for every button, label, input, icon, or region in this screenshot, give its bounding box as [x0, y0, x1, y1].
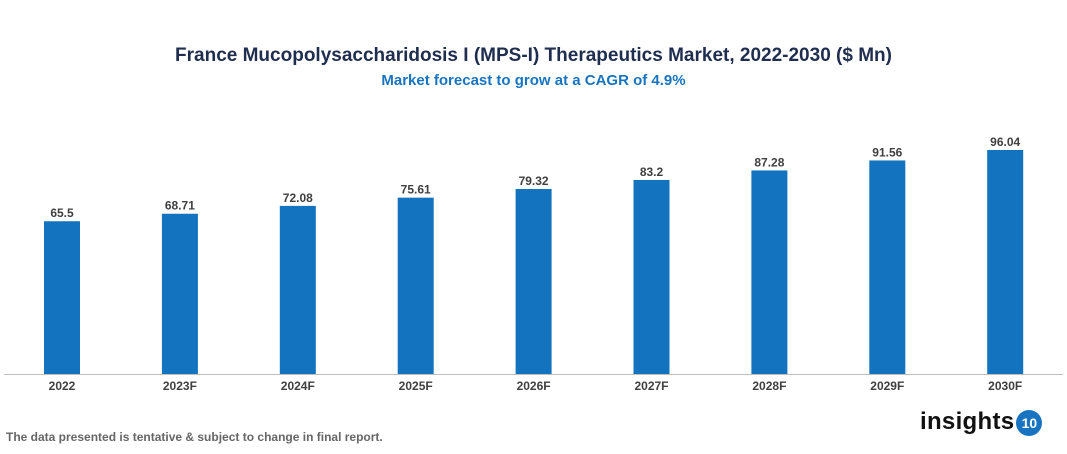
bar-2029F — [869, 160, 906, 374]
insights10-logo: insights 10 — [920, 407, 1043, 436]
x-tick-label: 2024F — [281, 379, 315, 393]
x-tick-label: 2030F — [988, 379, 1022, 393]
data-label: 96.04 — [990, 135, 1020, 149]
bar-2022 — [44, 221, 80, 374]
logo-badge: 10 — [1016, 410, 1043, 436]
chart-title: France Mucopolysaccharidosis I (MPS-I) T… — [175, 45, 892, 66]
x-tick-label: 2026F — [517, 379, 551, 393]
bar-2024F — [279, 205, 316, 374]
chart-subtitle: Market forecast to grow at a CAGR of 4.9… — [381, 72, 686, 89]
bar-2027F — [633, 179, 670, 374]
x-tick-label: 2028F — [752, 379, 786, 393]
x-tick-label: 2023F — [163, 379, 197, 393]
data-label: 75.61 — [401, 183, 431, 197]
data-label: 91.56 — [872, 145, 902, 159]
data-label: 83.2 — [640, 165, 664, 179]
data-label: 65.5 — [50, 206, 74, 220]
x-tick-label: 2029F — [870, 379, 904, 393]
bar-2023F — [161, 213, 198, 374]
bar-2028F — [751, 170, 788, 374]
bar-2025F — [397, 197, 434, 374]
x-tick-label: 2025F — [399, 379, 433, 393]
data-label: 79.32 — [519, 174, 549, 188]
x-tick-label: 2027F — [634, 379, 668, 393]
x-tick-label: 2022 — [49, 379, 76, 393]
logo-text: insights — [920, 407, 1015, 435]
bar-2030F — [987, 150, 1024, 374]
data-label: 87.28 — [754, 155, 784, 169]
bar-2026F — [515, 188, 552, 374]
data-label: 68.71 — [165, 199, 195, 213]
data-label: 72.08 — [283, 191, 313, 205]
disclaimer-text: The data presented is tentative & subjec… — [6, 430, 383, 444]
